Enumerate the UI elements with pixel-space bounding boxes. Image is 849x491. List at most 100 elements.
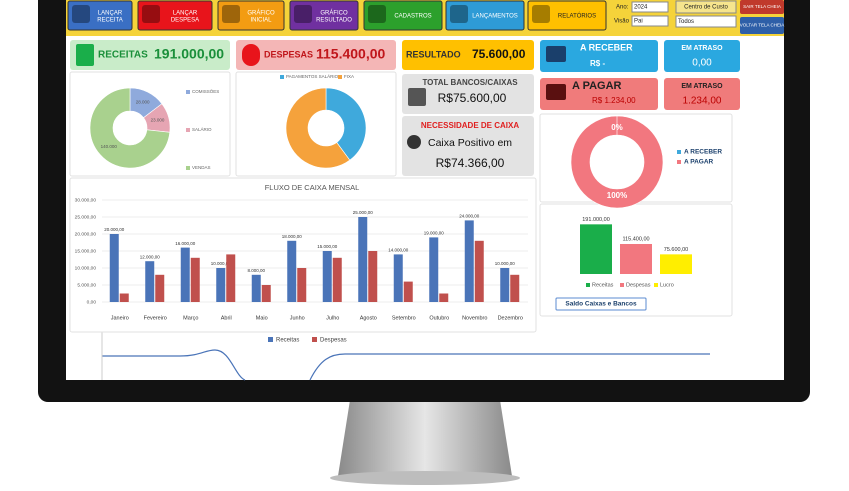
bar <box>403 281 413 302</box>
toolbar-button[interactable] <box>363 0 443 31</box>
label: 1.234,00 <box>683 96 722 107</box>
toolbar-button[interactable] <box>289 0 359 31</box>
bar <box>580 224 612 274</box>
legend-label: Lucro <box>660 282 674 288</box>
y-tick-label: 30.000,00 <box>75 197 97 203</box>
cost-center-box <box>675 0 737 14</box>
bar <box>216 268 226 302</box>
x-tick-label: Agosto <box>360 315 377 321</box>
bar <box>429 237 439 302</box>
data-label: 15.000,00 <box>317 244 338 249</box>
data-label: 12.000,00 <box>140 254 161 259</box>
legend-swatch <box>620 283 624 287</box>
bar <box>660 254 692 274</box>
toolbar-button[interactable] <box>527 0 607 31</box>
legend-label: A PAGAR <box>684 159 714 166</box>
back-fullscreen-button[interactable] <box>740 17 784 34</box>
bar <box>261 285 271 302</box>
x-tick-label: Março <box>183 315 198 321</box>
bar <box>180 247 190 302</box>
bar <box>332 257 342 302</box>
data-label: 20.000,00 <box>104 227 125 232</box>
legend-label: Receitas <box>592 282 614 288</box>
view-select[interactable] <box>631 15 669 27</box>
label: R$75.600,00 <box>438 91 507 105</box>
card-label: RESULTADO <box>406 49 461 59</box>
button-icon <box>532 5 550 23</box>
monitor-base <box>330 471 520 485</box>
toolbar-button[interactable] <box>445 0 525 31</box>
legend-swatch <box>312 337 317 342</box>
legend-label: Despesas <box>626 282 651 288</box>
data-label: 18.000,00 <box>282 234 303 239</box>
button-label: LANÇAMENTOS <box>472 14 518 20</box>
bar <box>368 251 378 302</box>
toolbar-button[interactable] <box>137 0 213 31</box>
data-label: 10.000,00 <box>211 261 232 266</box>
pie-slice <box>285 87 351 169</box>
data-label: 24.000,00 <box>459 214 480 219</box>
button-icon <box>72 5 90 23</box>
x-tick-label: Fevereiro <box>144 315 167 321</box>
bar <box>464 220 474 302</box>
data-label: 8.000,00 <box>247 268 265 273</box>
bar <box>226 254 236 302</box>
label: TOTAL BANCOS/CAIXAS <box>422 78 518 87</box>
label: Todos <box>678 19 694 25</box>
data-label: 75.600,00 <box>664 247 688 253</box>
data-label: 28.000 <box>136 100 150 105</box>
card-a_receber <box>540 40 658 72</box>
balance-button[interactable] <box>555 297 647 311</box>
toolbar-button[interactable] <box>217 0 285 31</box>
pie-slice <box>570 115 664 209</box>
legend-label: PAGAMENTOS SALÁRIO <box>286 73 339 79</box>
label: Pai <box>634 19 643 25</box>
bar <box>145 261 155 302</box>
bar <box>439 293 449 302</box>
legend-swatch <box>677 160 681 164</box>
card-a-pagar <box>540 78 658 110</box>
legend-label: Receitas <box>276 338 299 344</box>
card-resultado <box>402 40 534 70</box>
exit-fullscreen-button[interactable] <box>740 0 784 14</box>
label: Ano: <box>616 5 629 11</box>
button-label: RELATÓRIOS <box>558 13 596 20</box>
y-tick-label: 0,00 <box>87 299 97 305</box>
label: 2024 <box>634 5 648 11</box>
card-label: DESPESAS <box>264 49 313 59</box>
button-icon <box>450 5 468 23</box>
legend-swatch <box>186 90 190 94</box>
label: VOLTAR TELA CHEIA <box>740 23 785 28</box>
data-label: 115.400,00 <box>622 236 649 242</box>
x-tick-label: Novembro <box>462 315 487 321</box>
label: NECESSIDADE DE CAIXA <box>421 121 519 130</box>
legend-swatch <box>268 337 273 342</box>
button-icon <box>368 5 386 23</box>
bar <box>500 268 510 302</box>
label: EM ATRASO <box>681 83 723 90</box>
cost-center-select[interactable] <box>675 15 737 28</box>
legend-label: Despesas <box>320 338 347 344</box>
legend-label: A RECEBER <box>684 149 722 156</box>
button-icon <box>142 5 160 23</box>
x-tick-label: Julho <box>326 315 339 321</box>
legend-swatch <box>586 283 590 287</box>
icon <box>408 88 426 106</box>
card-necessidade <box>402 116 534 176</box>
y-tick-label: 20.000,00 <box>75 231 97 237</box>
label: Visão <box>614 19 630 25</box>
label: 0,00 <box>692 58 712 69</box>
legend-swatch <box>186 166 190 170</box>
bar <box>297 268 307 302</box>
card-despesas <box>236 40 396 70</box>
button-label: GRÁFICO INICIAL <box>247 9 275 23</box>
x-tick-label: Maio <box>256 315 268 321</box>
data-label: 19.000,00 <box>424 231 445 236</box>
legend-label: FIXA <box>344 74 354 79</box>
card-value: R$ - <box>590 59 605 68</box>
x-tick-label: Setembro <box>392 315 416 321</box>
toolbar-button[interactable] <box>67 0 133 31</box>
year-select[interactable] <box>631 1 669 13</box>
legend-swatch <box>654 283 658 287</box>
